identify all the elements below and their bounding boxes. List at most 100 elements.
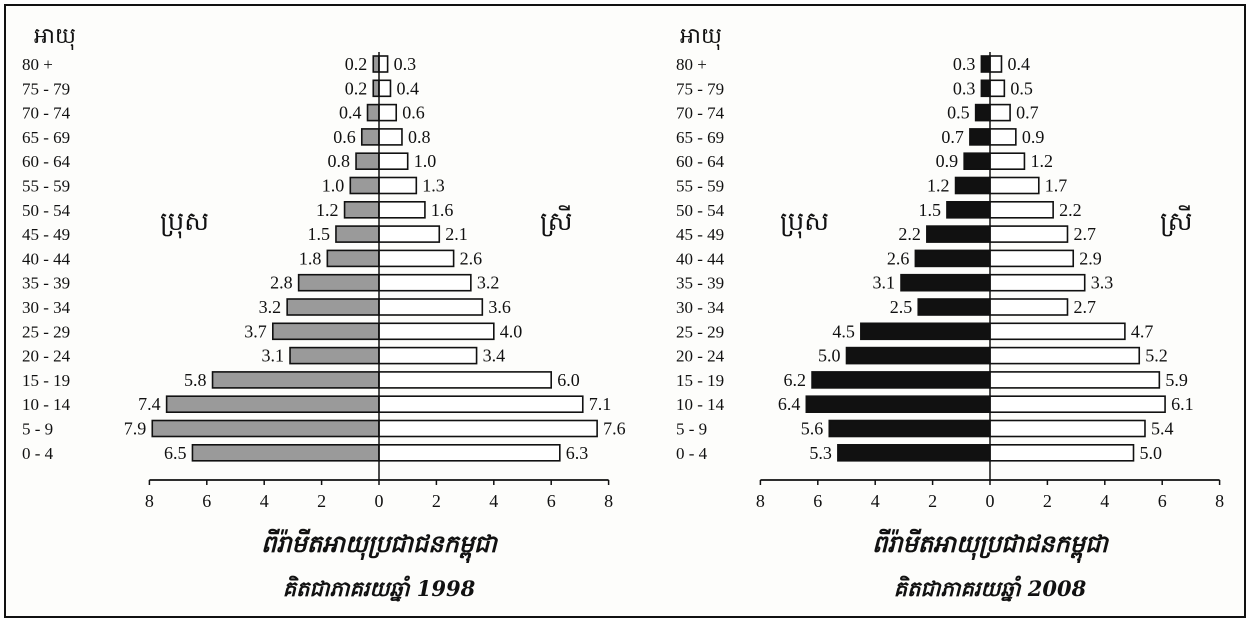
pyramid-1-female-value-label: 4.0 (500, 321, 523, 341)
pyramid-1-female-bar (378, 201, 426, 219)
pyramid-1-male-bar (360, 128, 380, 146)
pyramid-2-age-label: 0 - 4 (676, 444, 708, 463)
pyramid-1-male-value-label: 1.0 (322, 176, 345, 196)
pyramid-2-male-value-label: 5.6 (801, 419, 824, 439)
pyramid-2-male-value-label: 2.2 (898, 224, 921, 244)
pyramid-1-x-tick-label: 4 (489, 491, 498, 511)
pyramid-2-female-bar (989, 152, 1026, 170)
pyramid-2-x-tick-label: 4 (871, 491, 880, 511)
pyramid-2-female-value-label: 2.7 (1073, 224, 1096, 244)
pyramid-1-female-value-label: 6.0 (557, 370, 580, 390)
pyramid-1-female-bar (378, 225, 441, 243)
pyramid-2-female-value-label: 3.3 (1091, 273, 1114, 293)
pyramid-2-male-bar (963, 152, 991, 170)
pyramid-2-female-value-label: 5.4 (1151, 419, 1174, 439)
pyramid-1-x-tick-label: 6 (547, 491, 556, 511)
pyramid-2-age-label: 65 - 69 (676, 128, 724, 147)
pyramid-2-male-value-label: 1.2 (927, 176, 950, 196)
pyramid-1-subtitle: គិតជាភាគរយឆ្នាំ 1998 (283, 575, 476, 602)
pyramid-1-male-value-label: 0.2 (345, 54, 368, 74)
pyramid-1-age-label: 15 - 19 (22, 371, 70, 390)
pyramid-1-male-value-label: 1.8 (299, 248, 322, 268)
pyramid-1-female-value-label: 2.1 (445, 224, 468, 244)
pyramid-1-age-label: 40 - 44 (22, 249, 71, 268)
pyramid-1-age-label: 80 + (22, 55, 53, 74)
pyramid-1-female-bar (378, 152, 409, 170)
pyramid-2-age-label: 40 - 44 (676, 249, 725, 268)
pyramid-1-female-bar (378, 322, 495, 341)
pyramid-1-male-bar (372, 79, 380, 98)
pyramid-2-female-bar (989, 103, 1011, 122)
pyramid-2-male-bar (860, 322, 991, 341)
pyramid-1-male-bar (372, 55, 380, 73)
pyramid-2-x-tick-label: 2 (928, 491, 937, 511)
pyramid-2-male-bar (805, 395, 991, 414)
pyramid-1-female-bar (378, 395, 584, 414)
pyramid-2-male-bar (837, 443, 991, 462)
pyramid-2-age-label: 50 - 54 (676, 201, 725, 220)
pyramid-2-x-tick-label: 8 (1215, 491, 1224, 511)
pyramid-2-age-label: 60 - 64 (676, 152, 725, 171)
pyramid-2-female-value-label: 2.7 (1073, 297, 1096, 317)
pyramid-2-male-bar (811, 371, 991, 389)
pyramid-2-male-bar (980, 79, 991, 98)
pyramid-2-x-tick-label: 6 (1158, 491, 1167, 511)
pyramid-2-female-value-label: 0.4 (1007, 54, 1030, 74)
pyramid-2-female-bar (989, 201, 1054, 219)
pyramid-1-male-value-label: 3.2 (259, 297, 282, 317)
pyramid-1-female-bar (378, 55, 389, 73)
pyramid-1-age-label: 60 - 64 (22, 152, 71, 171)
pyramid-1-female-bar (378, 79, 392, 98)
pyramid-2-male-value-label: 6.4 (778, 394, 801, 414)
pyramid-2-female-value-label: 2.9 (1079, 248, 1102, 268)
pyramid-1-male-value-label: 1.2 (316, 200, 339, 220)
pyramid-2-age-label: 70 - 74 (676, 104, 725, 123)
pyramid-1-male-value-label: 0.6 (333, 127, 356, 147)
pyramid-1-female-bar (378, 103, 398, 122)
pyramid-2-right-label: ស្រី (1160, 205, 1193, 237)
pyramid-1-x-tick-label: 0 (375, 491, 384, 511)
pyramid-1-male-bar (211, 371, 380, 389)
pyramid-2-female-bar (989, 419, 1146, 438)
pyramid-1-female-bar (378, 176, 418, 195)
pyramid-2-female-value-label: 6.1 (1171, 394, 1194, 414)
pyramid-1-female-bar (378, 346, 478, 365)
pyramid-1-age-label: 75 - 79 (22, 79, 70, 98)
pyramid-2-female-bar (989, 273, 1086, 292)
pyramid-1-female-bar (378, 128, 403, 146)
pyramid-2-age-label: 75 - 79 (676, 79, 724, 98)
pyramid-2-male-bar (974, 103, 991, 122)
pyramid-1-age-label: 45 - 49 (22, 225, 70, 244)
pyramid-1-title: ពីរ៉ាមីតអាយុប្រជាជនកម្ពុជា (261, 528, 499, 563)
pyramid-1-female-value-label: 3.4 (483, 346, 506, 366)
pyramid-1-age-label: 25 - 29 (22, 322, 70, 341)
pyramid-1-female-value-label: 0.3 (394, 54, 417, 74)
pyramid-2-female-bar (989, 79, 1006, 98)
pyramid-2-male-bar (969, 128, 991, 146)
pyramid-2-female-bar (989, 395, 1166, 414)
pyramid-2-female-bar (989, 371, 1161, 389)
pyramid-2-age-label: 35 - 39 (676, 274, 724, 293)
pyramid-1-female-value-label: 0.4 (396, 78, 419, 98)
pyramid-2-title: ពីរ៉ាមីតអាយុប្រជាជនកម្ពុជា (872, 528, 1110, 563)
pyramid-2-male-value-label: 5.3 (809, 443, 832, 463)
pyramid-1-age-label: 70 - 74 (22, 104, 71, 123)
pyramid-2-age-label: 30 - 34 (676, 298, 725, 317)
pyramid-1-male-value-label: 7.9 (124, 419, 147, 439)
pyramid-1-male-value-label: 5.8 (184, 370, 207, 390)
pyramid-2-male-value-label: 0.5 (947, 103, 970, 123)
pyramid-2-female-bar (989, 55, 1003, 73)
pyramid-1-male-bar (165, 395, 380, 414)
pyramid-2-age-label: 45 - 49 (676, 225, 724, 244)
pyramid-1-male-bar (289, 346, 380, 365)
pyramid-2-male-bar (926, 225, 991, 243)
pyramid-2-male-bar (900, 273, 991, 292)
pyramid-2-male-value-label: 5.0 (818, 346, 841, 366)
pyramid-1-x-tick-label: 6 (202, 491, 211, 511)
pyramid-2-female-bar (989, 443, 1135, 462)
pyramid-1-male-bar (366, 103, 380, 122)
pyramid-1-female-value-label: 0.8 (408, 127, 431, 147)
pyramid-1-male-bar (326, 249, 380, 268)
pyramid-1-male-value-label: 2.8 (270, 273, 293, 293)
pyramid-1-female-bar (378, 419, 598, 438)
